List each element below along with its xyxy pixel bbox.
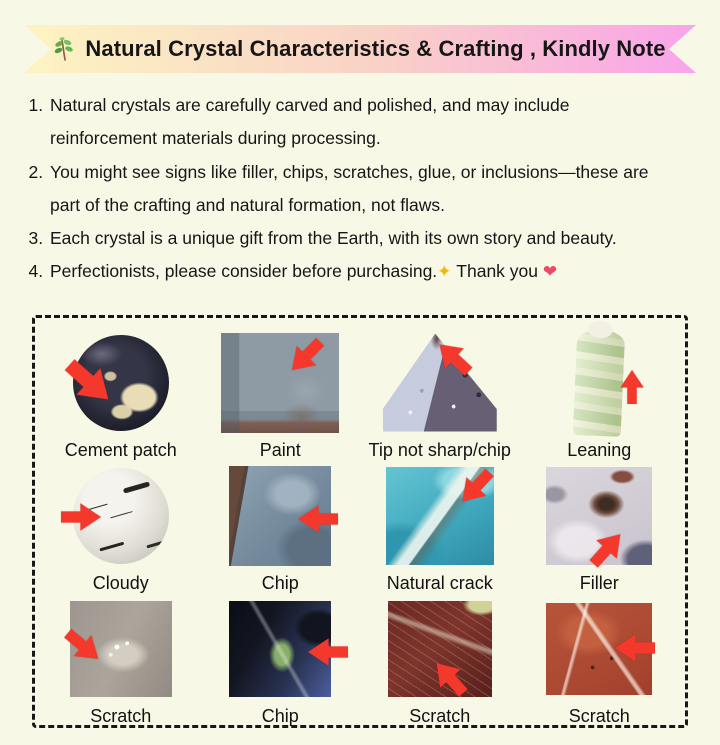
- example-photo-wrap: [376, 332, 504, 434]
- notes-list: Natural crystals are carefully carved an…: [24, 89, 674, 289]
- crystal-photo: [572, 328, 626, 437]
- example-cell-chip: Chip: [201, 461, 361, 594]
- defect-arrow-icon: [60, 502, 101, 531]
- example-cell-tip-not-sharp-chip: Tip not sharp/chip: [360, 328, 520, 461]
- example-photo-wrap: [535, 598, 663, 700]
- example-label: Cloudy: [92, 572, 149, 593]
- example-cell-cement-patch: Cement patch: [41, 328, 201, 461]
- example-label: Tip not sharp/chip: [368, 439, 511, 460]
- defect-arrow-icon: [308, 637, 349, 666]
- defect-arrow-icon: [589, 533, 621, 568]
- example-photo-wrap: [216, 465, 344, 567]
- defect-arrow-icon: [620, 369, 644, 404]
- example-cell-scratch: Scratch: [41, 594, 201, 727]
- sparkle-icon: ✦: [437, 262, 452, 282]
- example-cell-scratch: Scratch: [360, 594, 520, 727]
- example-photo-wrap: [376, 598, 504, 700]
- example-photo-wrap: [57, 332, 185, 434]
- defect-arrow-icon: [298, 504, 339, 533]
- example-cell-filler: Filler: [520, 461, 680, 594]
- example-photo-wrap: [535, 465, 663, 568]
- defect-arrow-icon: [462, 468, 494, 502]
- example-photo-wrap: [376, 465, 504, 567]
- example-cell-leaning: Leaning: [520, 328, 680, 461]
- example-photo-wrap: [216, 598, 349, 700]
- note-item: You might see signs like filler, chips, …: [48, 156, 674, 223]
- example-label: Chip: [261, 705, 299, 726]
- example-cell-natural-crack: Natural crack: [360, 461, 520, 594]
- note-item: Each crystal is a unique gift from the E…: [48, 222, 674, 255]
- example-photo-wrap: [57, 465, 185, 567]
- defect-arrow-icon: [439, 343, 473, 376]
- example-cell-paint: Paint: [201, 328, 361, 461]
- page: { "banner": { "title": "Natural Crystal …: [0, 25, 720, 745]
- example-photo-wrap: [216, 332, 344, 434]
- note-item: Perfectionists, please consider before p…: [48, 255, 674, 288]
- examples-grid: Cement patch Paint Tip not sharp/chip Le…: [32, 314, 688, 728]
- note-item: Natural crystals are carefully carved an…: [48, 89, 674, 156]
- example-cell-scratch: Scratch: [520, 594, 680, 727]
- defect-arrow-icon: [292, 337, 325, 370]
- example-label: Scratch: [409, 705, 471, 726]
- defect-arrow-icon: [436, 662, 468, 697]
- example-label: Natural crack: [386, 572, 493, 593]
- example-label: Cement patch: [64, 439, 177, 460]
- example-photo-wrap: [535, 328, 663, 437]
- herb-leaf-icon: [54, 37, 76, 61]
- example-label: Filler: [579, 572, 619, 593]
- example-cell-chip: Chip: [201, 594, 361, 727]
- example-photo-wrap: [57, 598, 185, 700]
- example-label: Scratch: [90, 705, 152, 726]
- defect-arrow-icon: [615, 633, 656, 662]
- crystal-photo: [546, 466, 653, 565]
- example-label: Paint: [259, 439, 301, 460]
- example-label: Leaning: [567, 439, 632, 460]
- page-title: Natural Crystal Characteristics & Crafti…: [85, 36, 666, 61]
- example-label: Scratch: [568, 705, 630, 726]
- example-label: Chip: [261, 572, 299, 593]
- defect-arrow-icon: [64, 358, 109, 399]
- ribbon-banner: Natural Crystal Characteristics & Crafti…: [24, 25, 696, 73]
- example-cell-cloudy: Cloudy: [41, 461, 201, 594]
- heart-icon: ❤: [542, 262, 558, 282]
- defect-arrow-icon: [63, 628, 99, 659]
